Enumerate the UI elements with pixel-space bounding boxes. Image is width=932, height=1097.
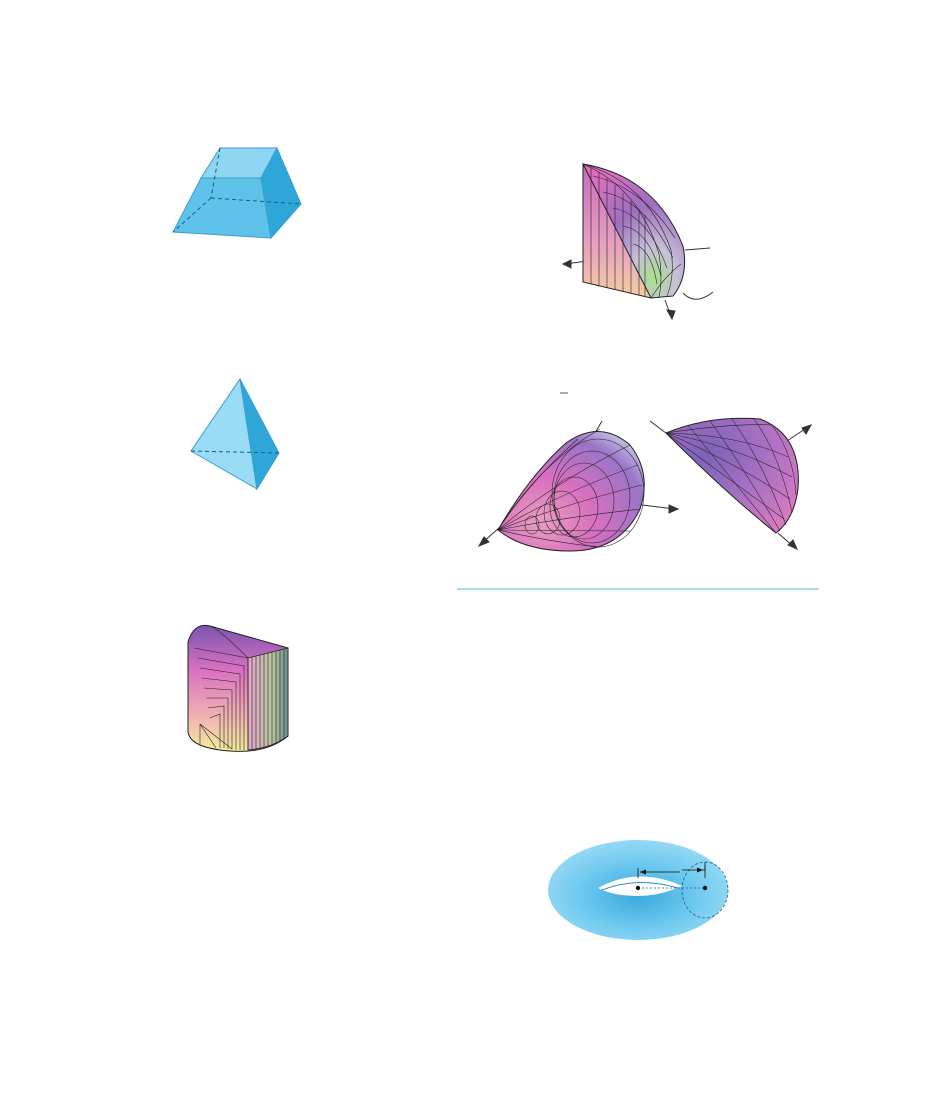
cylinder-wedge-figure: [187, 624, 289, 752]
frustum-right-face: [260, 146, 302, 240]
torus-hole: [598, 876, 682, 896]
frustum-figure: [172, 146, 302, 240]
teardrop-pair-figure: [477, 392, 813, 552]
teardrop-right-surface: [665, 417, 799, 534]
tetrahedron-figure: [190, 377, 280, 491]
torus-figure: [548, 840, 729, 940]
quarter-solid-figure: [561, 162, 714, 321]
teardrop-left-surface: [497, 431, 645, 552]
frustum-front-face: [172, 177, 272, 239]
quarter-solid-dome: [582, 163, 686, 299]
section-divider: [457, 588, 819, 590]
tetrahedron-right-face: [239, 378, 280, 491]
